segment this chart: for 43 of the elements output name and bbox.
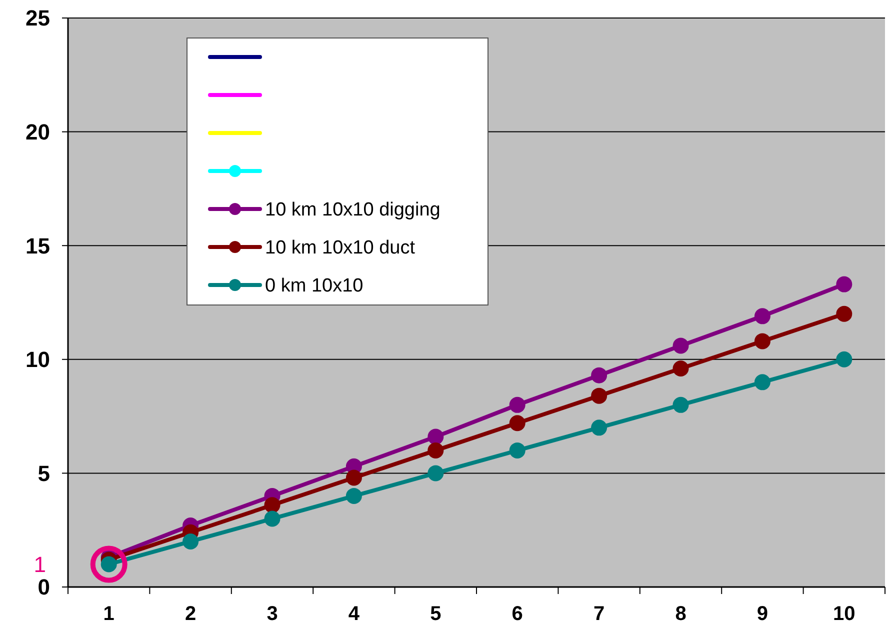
y-tick-label: 0 (38, 574, 50, 600)
x-tick-label: 2 (184, 603, 196, 625)
x-tick-label: 1 (103, 603, 114, 625)
x-tick-label: 7 (593, 603, 605, 625)
annotation: 1 (34, 552, 46, 577)
point (428, 442, 444, 458)
point (591, 420, 608, 436)
x-tick-label: 4 (348, 603, 360, 625)
point (591, 388, 608, 404)
point (509, 415, 526, 432)
x-tick-label: 10 (833, 603, 856, 625)
x-tick-label: 9 (756, 603, 768, 625)
point (346, 470, 362, 486)
y-tick-label: 15 (26, 233, 50, 258)
point (428, 465, 444, 482)
x-tick-label: 3 (266, 603, 278, 625)
point (264, 510, 280, 527)
point (509, 396, 526, 413)
y-tick-label: 25 (26, 6, 50, 31)
y-tick-label: 20 (26, 120, 50, 144)
point (754, 308, 770, 324)
point (509, 442, 526, 458)
point (672, 338, 689, 354)
x-tick-label: 5 (430, 603, 442, 625)
legend-label: 10 km 10x10 digging (265, 200, 440, 221)
point (672, 360, 689, 377)
point (754, 374, 770, 390)
point (591, 367, 608, 384)
point (836, 306, 852, 322)
point (754, 333, 770, 350)
x-tick-label: 8 (675, 603, 686, 625)
point (346, 488, 362, 504)
legend-label: 10 km 10x10 duct (265, 238, 416, 259)
point (836, 351, 852, 368)
point (672, 396, 689, 413)
point (264, 497, 280, 514)
legend-label: 0 km 10x10 (265, 276, 364, 297)
point (182, 533, 199, 550)
y-tick-label: 5 (38, 460, 50, 486)
point (836, 276, 852, 292)
x-tick-label: 6 (512, 603, 523, 625)
y-tick-label: 10 (26, 347, 50, 372)
point (428, 428, 444, 445)
